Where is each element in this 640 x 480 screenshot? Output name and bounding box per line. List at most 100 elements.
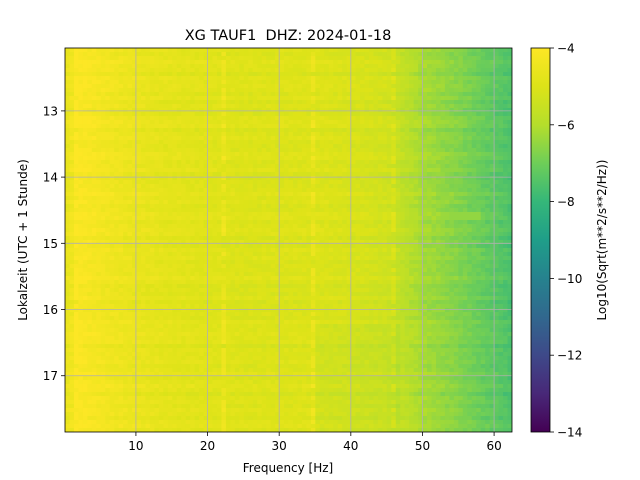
heatmap-cell: [467, 212, 473, 217]
heatmap-cell: [480, 224, 486, 229]
heatmap-cell: [212, 212, 218, 217]
heatmap-cell: [319, 92, 325, 97]
heatmap-cell: [243, 224, 249, 229]
heatmap-cell: [364, 68, 370, 73]
heatmap-cell: [351, 176, 357, 181]
heatmap-cell: [132, 84, 138, 89]
heatmap-cell: [100, 48, 106, 53]
heatmap-cell: [73, 60, 80, 65]
heatmap-cell: [382, 136, 388, 141]
heatmap-cell: [105, 120, 111, 125]
heatmap-cell: [163, 168, 169, 173]
heatmap-cell: [489, 176, 495, 181]
heatmap-cell: [279, 88, 285, 93]
heatmap-cell: [257, 224, 263, 229]
heatmap-cell: [503, 152, 509, 157]
heatmap-cell: [471, 96, 477, 101]
heatmap-cell: [310, 184, 316, 189]
heatmap-cell: [132, 228, 138, 233]
heatmap-cell: [185, 156, 191, 161]
heatmap-cell: [275, 236, 281, 241]
heatmap-cell: [489, 84, 495, 89]
heatmap-cell: [507, 88, 512, 93]
heatmap-cell: [391, 112, 397, 117]
heatmap-cell: [462, 164, 468, 169]
heatmap-cell: [440, 104, 446, 109]
heatmap-cell: [368, 124, 375, 129]
heatmap-cell: [453, 204, 459, 209]
heatmap-cell: [136, 52, 142, 57]
heatmap-cell: [100, 220, 106, 225]
heatmap-cell: [301, 192, 307, 197]
heatmap-cell: [306, 172, 312, 177]
heatmap-cell: [252, 88, 258, 93]
heatmap-cell: [391, 208, 397, 213]
heatmap-cell: [100, 84, 106, 89]
heatmap-cell: [503, 104, 509, 109]
heatmap-cell: [194, 204, 200, 209]
heatmap-cell: [123, 232, 129, 237]
heatmap-cell: [69, 92, 75, 97]
heatmap-cell: [436, 176, 442, 181]
heatmap-cell: [212, 124, 218, 129]
heatmap-cell: [82, 72, 88, 77]
heatmap-cell: [158, 172, 164, 177]
heatmap-cell: [324, 164, 330, 169]
heatmap-cell: [149, 200, 155, 205]
heatmap-cell: [65, 180, 71, 185]
heatmap-cell: [471, 136, 477, 141]
heatmap-cell: [494, 192, 500, 197]
heatmap-cell: [284, 96, 290, 101]
heatmap-cell: [400, 128, 406, 133]
heatmap-cell: [73, 144, 80, 149]
heatmap-cell: [167, 192, 173, 197]
heatmap-cell: [149, 148, 155, 153]
heatmap-cell: [123, 216, 129, 221]
heatmap-cell: [248, 96, 254, 101]
heatmap-cell: [243, 184, 249, 189]
heatmap-cell: [386, 164, 392, 169]
heatmap-cell: [65, 52, 71, 57]
heatmap-cell: [342, 120, 348, 125]
heatmap-cell: [252, 48, 258, 53]
heatmap-cell: [279, 112, 285, 117]
heatmap-cell: [199, 96, 205, 101]
heatmap-cell: [382, 112, 388, 117]
heatmap-cell: [444, 48, 451, 53]
heatmap-cell: [127, 160, 133, 165]
heatmap-cell: [301, 156, 307, 161]
heatmap-cell: [351, 240, 357, 245]
heatmap-cell: [194, 56, 200, 61]
heatmap-cell: [391, 148, 397, 153]
heatmap-cell: [422, 100, 428, 105]
heatmap-cell: [149, 204, 155, 209]
heatmap-cell: [118, 64, 124, 69]
heatmap-cell: [132, 120, 138, 125]
heatmap-cell: [498, 92, 504, 97]
heatmap-cell: [167, 116, 173, 121]
heatmap-cell: [212, 132, 218, 137]
heatmap-cell: [252, 208, 258, 213]
heatmap-cell: [297, 140, 303, 145]
heatmap-cell: [239, 228, 245, 233]
heatmap-cell: [436, 228, 442, 233]
heatmap-cell: [431, 84, 437, 89]
heatmap-cell: [297, 92, 303, 97]
heatmap-cell: [284, 108, 290, 113]
heatmap-cell: [310, 112, 316, 117]
heatmap-cell: [360, 200, 366, 205]
heatmap-cell: [368, 128, 375, 133]
heatmap-cell: [480, 236, 486, 241]
heatmap-cell: [467, 80, 473, 85]
heatmap-cell: [208, 188, 214, 193]
heatmap-cell: [185, 204, 191, 209]
heatmap-cell: [476, 184, 482, 189]
heatmap-cell: [87, 48, 93, 53]
heatmap-cell: [284, 212, 290, 217]
heatmap-cell: [140, 192, 147, 197]
heatmap-cell: [199, 188, 205, 193]
heatmap-cell: [257, 236, 263, 241]
heatmap-cell: [444, 96, 451, 101]
heatmap-cell: [243, 88, 249, 93]
heatmap-cell: [82, 116, 88, 121]
